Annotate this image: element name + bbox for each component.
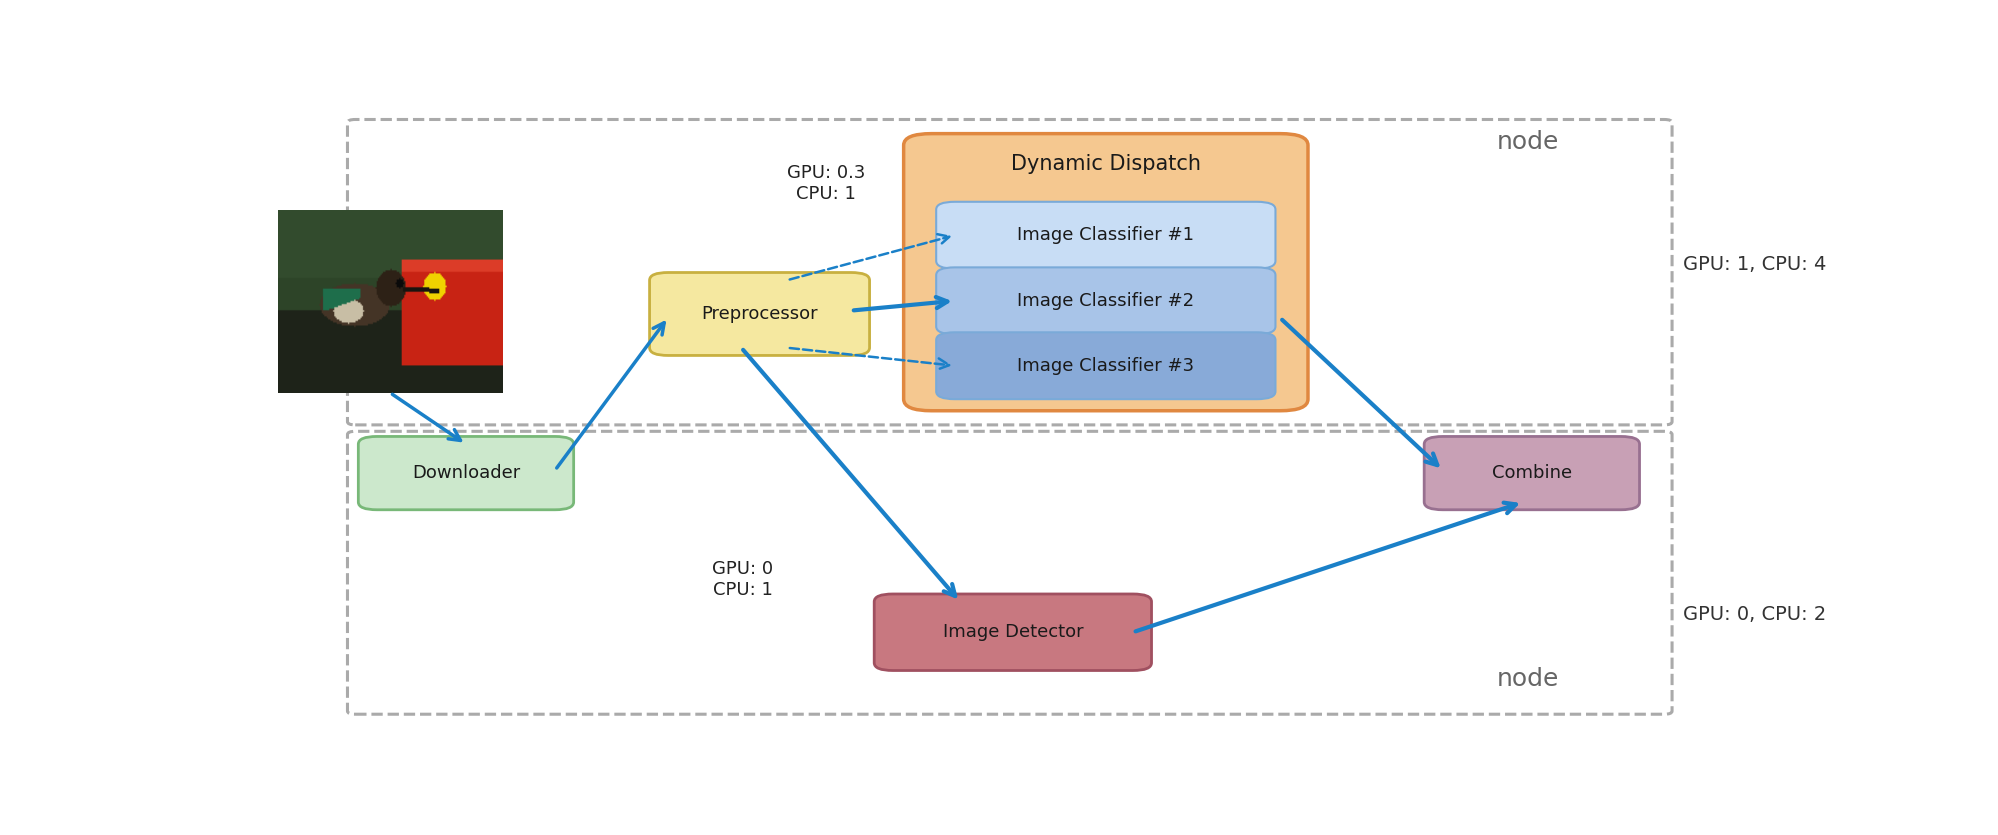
Text: node: node — [1497, 667, 1558, 691]
Text: GPU: 0.3
CPU: 1: GPU: 0.3 CPU: 1 — [787, 164, 865, 203]
FancyBboxPatch shape — [649, 272, 869, 356]
Text: GPU: 0, CPU: 2: GPU: 0, CPU: 2 — [1682, 605, 1826, 624]
Text: Image Classifier #2: Image Classifier #2 — [1017, 291, 1193, 310]
FancyBboxPatch shape — [935, 332, 1275, 399]
FancyBboxPatch shape — [873, 594, 1151, 671]
Text: GPU: 1, CPU: 4: GPU: 1, CPU: 4 — [1682, 255, 1826, 274]
Text: Image Classifier #1: Image Classifier #1 — [1017, 226, 1193, 244]
Text: Image Classifier #3: Image Classifier #3 — [1017, 357, 1193, 375]
Text: Dynamic Dispatch: Dynamic Dispatch — [1011, 154, 1201, 175]
Text: node: node — [1497, 130, 1558, 154]
FancyBboxPatch shape — [358, 437, 573, 509]
FancyBboxPatch shape — [935, 202, 1275, 269]
Text: Preprocessor: Preprocessor — [701, 305, 817, 323]
Text: Image Detector: Image Detector — [943, 623, 1083, 641]
Text: Downloader: Downloader — [412, 464, 519, 482]
Text: Combine: Combine — [1491, 464, 1570, 482]
FancyBboxPatch shape — [903, 134, 1307, 411]
Text: GPU: 0
CPU: 1: GPU: 0 CPU: 1 — [711, 559, 773, 599]
FancyBboxPatch shape — [935, 267, 1275, 334]
FancyBboxPatch shape — [1423, 437, 1638, 509]
